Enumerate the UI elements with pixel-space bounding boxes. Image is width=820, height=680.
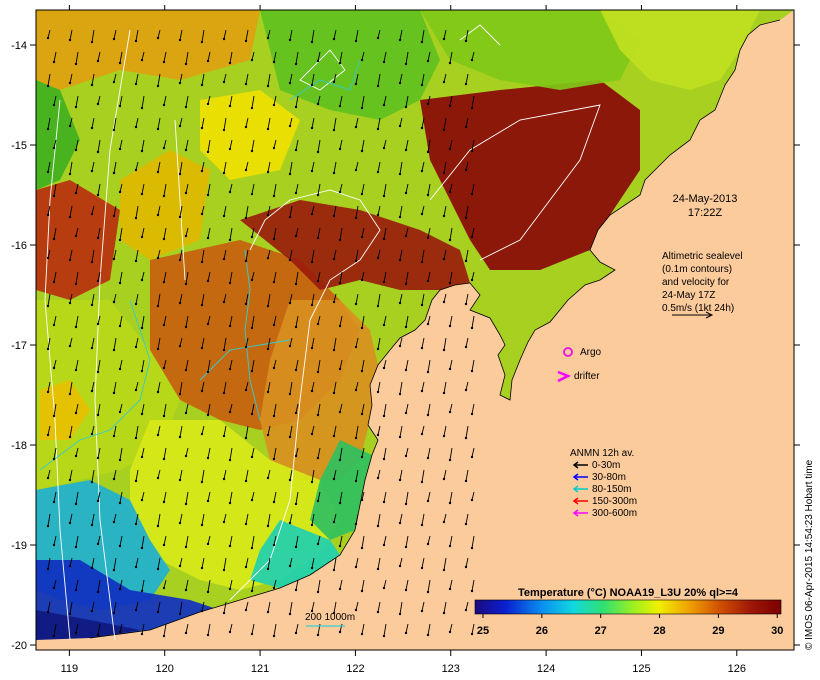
isobaths <box>39 59 361 471</box>
lon-tick-label: 121 <box>251 663 269 675</box>
lon-tick-label: 119 <box>61 663 79 675</box>
anmn-label: 0-30m <box>592 460 620 471</box>
lon-tick-label: 122 <box>346 663 364 675</box>
coastline <box>89 19 781 639</box>
lat-tick-label: -20 <box>11 640 27 652</box>
lat-tick-label: -19 <box>11 540 27 552</box>
anmn-label: 150-300m <box>592 496 637 507</box>
date-label: 24-May-2013 <box>673 193 738 205</box>
lat-tick-label: -18 <box>11 440 27 452</box>
lat-tick-label: -17 <box>11 340 27 352</box>
map-frame <box>35 9 795 651</box>
sst-patch <box>120 150 210 260</box>
lon-tick-label: 120 <box>156 663 174 675</box>
lat-tick-label: -16 <box>11 240 27 252</box>
anmn-legend: ANMN 12h av. 0-30m30-80m80-150m150-300m3… <box>570 448 637 519</box>
latitude-axis: -14 -15 -16 -17 -18 -19 -20 <box>11 40 800 652</box>
argo-label: Argo <box>580 347 602 358</box>
longitude-axis: 119 120 121 122 123 124 125 126 <box>61 5 746 675</box>
lon-tick-label: 126 <box>728 663 746 675</box>
anmn-label: 300-600m <box>592 508 637 519</box>
sst-patch <box>420 10 640 90</box>
sst-patch <box>420 80 640 270</box>
sst-patch <box>200 90 300 180</box>
sst-patch <box>240 200 470 290</box>
sst-patch <box>250 520 340 588</box>
colorbar-tick-label: 28 <box>653 625 665 637</box>
altimetry-line-1: Altimetric sealevel <box>662 251 743 262</box>
sst-patch <box>36 610 140 645</box>
argo-marker-icon <box>563 347 573 357</box>
sst-patch <box>600 10 760 90</box>
lat-tick-label: -14 <box>11 40 27 52</box>
copyright-text: © IMOS 06-Apr-2015 14:54:23 Hobart time <box>804 459 815 650</box>
time-label: 17:22Z <box>688 207 723 219</box>
anmn-label: 30-80m <box>592 472 626 483</box>
colorbar-ticks: 25 26 27 28 29 30 <box>477 614 783 637</box>
drifter-marker-icon <box>557 370 572 383</box>
sst-patch <box>36 180 120 300</box>
lat-tick-label: -15 <box>11 140 27 152</box>
drifter-label: drifter <box>574 371 600 382</box>
altimetry-line-2: (0.1m contours) <box>662 264 732 275</box>
lon-tick-label: 123 <box>442 663 460 675</box>
colorbar-tick-label: 29 <box>712 625 724 637</box>
colorbar <box>474 599 782 615</box>
lon-tick-label: 125 <box>632 663 650 675</box>
sst-patch <box>36 80 80 190</box>
altimetry-note: Altimetric sealevel (0.1m contours) and … <box>662 251 743 319</box>
colorbar-title: Temperature (°C) NOAA19_L3U 20% ql>=4 <box>518 587 739 599</box>
sst-patch <box>260 10 440 120</box>
lon-tick-label: 124 <box>537 663 555 675</box>
anmn-title: ANMN 12h av. <box>570 448 634 459</box>
sst-patch <box>310 440 372 540</box>
isobath-label: 200 1000m <box>305 612 355 623</box>
anmn-label: 80-150m <box>592 484 631 495</box>
altimetry-line-3: and velocity for <box>662 277 730 288</box>
colorbar-tick-label: 25 <box>477 625 489 637</box>
colorbar-tick-label: 30 <box>771 625 783 637</box>
velocity-arrows <box>46 29 475 638</box>
colorbar-tick-label: 26 <box>536 625 548 637</box>
altimetry-line-5: 0.5m/s (1kt 24h) <box>662 303 734 314</box>
altimetry-line-4: 24-May 17Z <box>662 290 715 301</box>
colorbar-tick-label: 27 <box>595 625 607 637</box>
